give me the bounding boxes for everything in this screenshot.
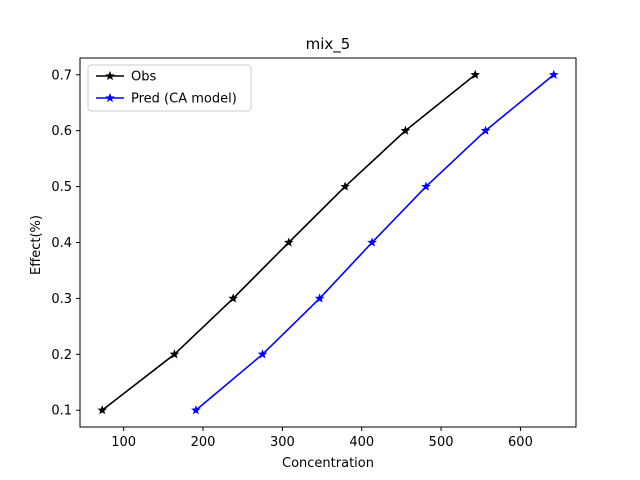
y-axis-label: Effect(%) — [29, 215, 44, 275]
data-point-star — [257, 349, 268, 359]
x-tick-label: 600 — [508, 435, 533, 450]
data-point-star — [400, 125, 411, 135]
data-point-star — [97, 405, 108, 415]
legend-marker-star — [105, 92, 115, 103]
data-point-star — [367, 237, 377, 247]
data-point-star — [191, 405, 201, 415]
x-tick-label: 100 — [111, 435, 136, 450]
data-point-star — [169, 349, 180, 359]
data-point-star — [314, 293, 325, 303]
y-axis: 0.1 0.2 0.3 0.4 0.5 0.6 0.7 — [51, 68, 80, 419]
data-point-star — [480, 125, 491, 135]
y-tick-label: 0.3 — [51, 292, 72, 307]
x-axis-label: Concentration — [282, 456, 374, 471]
data-point-star — [283, 237, 294, 247]
series-layer — [97, 69, 559, 415]
y-tick-label: 0.5 — [51, 180, 72, 195]
y-tick-label: 0.6 — [51, 124, 72, 139]
legend-label: Obs — [131, 70, 156, 85]
plot-border — [79, 57, 577, 428]
data-point-star — [548, 69, 559, 79]
series-2 — [191, 69, 559, 415]
plot-area — [80, 58, 576, 427]
x-axis: 100 200 300 400 500 600 — [111, 427, 533, 450]
legend-label: Pred (CA model) — [131, 92, 237, 107]
data-point-star — [421, 181, 431, 191]
chart-title: mix_5 — [306, 35, 351, 54]
legend-box — [87, 64, 252, 112]
y-tick-label: 0.1 — [51, 404, 72, 419]
x-tick-label: 300 — [270, 435, 295, 450]
y-tick-label: 0.2 — [51, 348, 72, 363]
legend-marker-star — [105, 70, 115, 81]
legend-item: Obs — [96, 70, 156, 85]
data-point-star — [228, 293, 238, 303]
x-tick-label: 400 — [349, 435, 374, 450]
data-point-star — [340, 181, 350, 191]
x-tick-label: 200 — [191, 435, 216, 450]
legend-item: Pred (CA model) — [96, 92, 237, 107]
y-tick-label: 0.4 — [51, 236, 72, 251]
x-tick-label: 500 — [429, 435, 454, 450]
legend: Obs Pred (CA model) — [87, 64, 252, 112]
y-tick-label: 0.7 — [51, 68, 72, 83]
series-1 — [97, 69, 481, 415]
data-point-star — [470, 69, 481, 79]
